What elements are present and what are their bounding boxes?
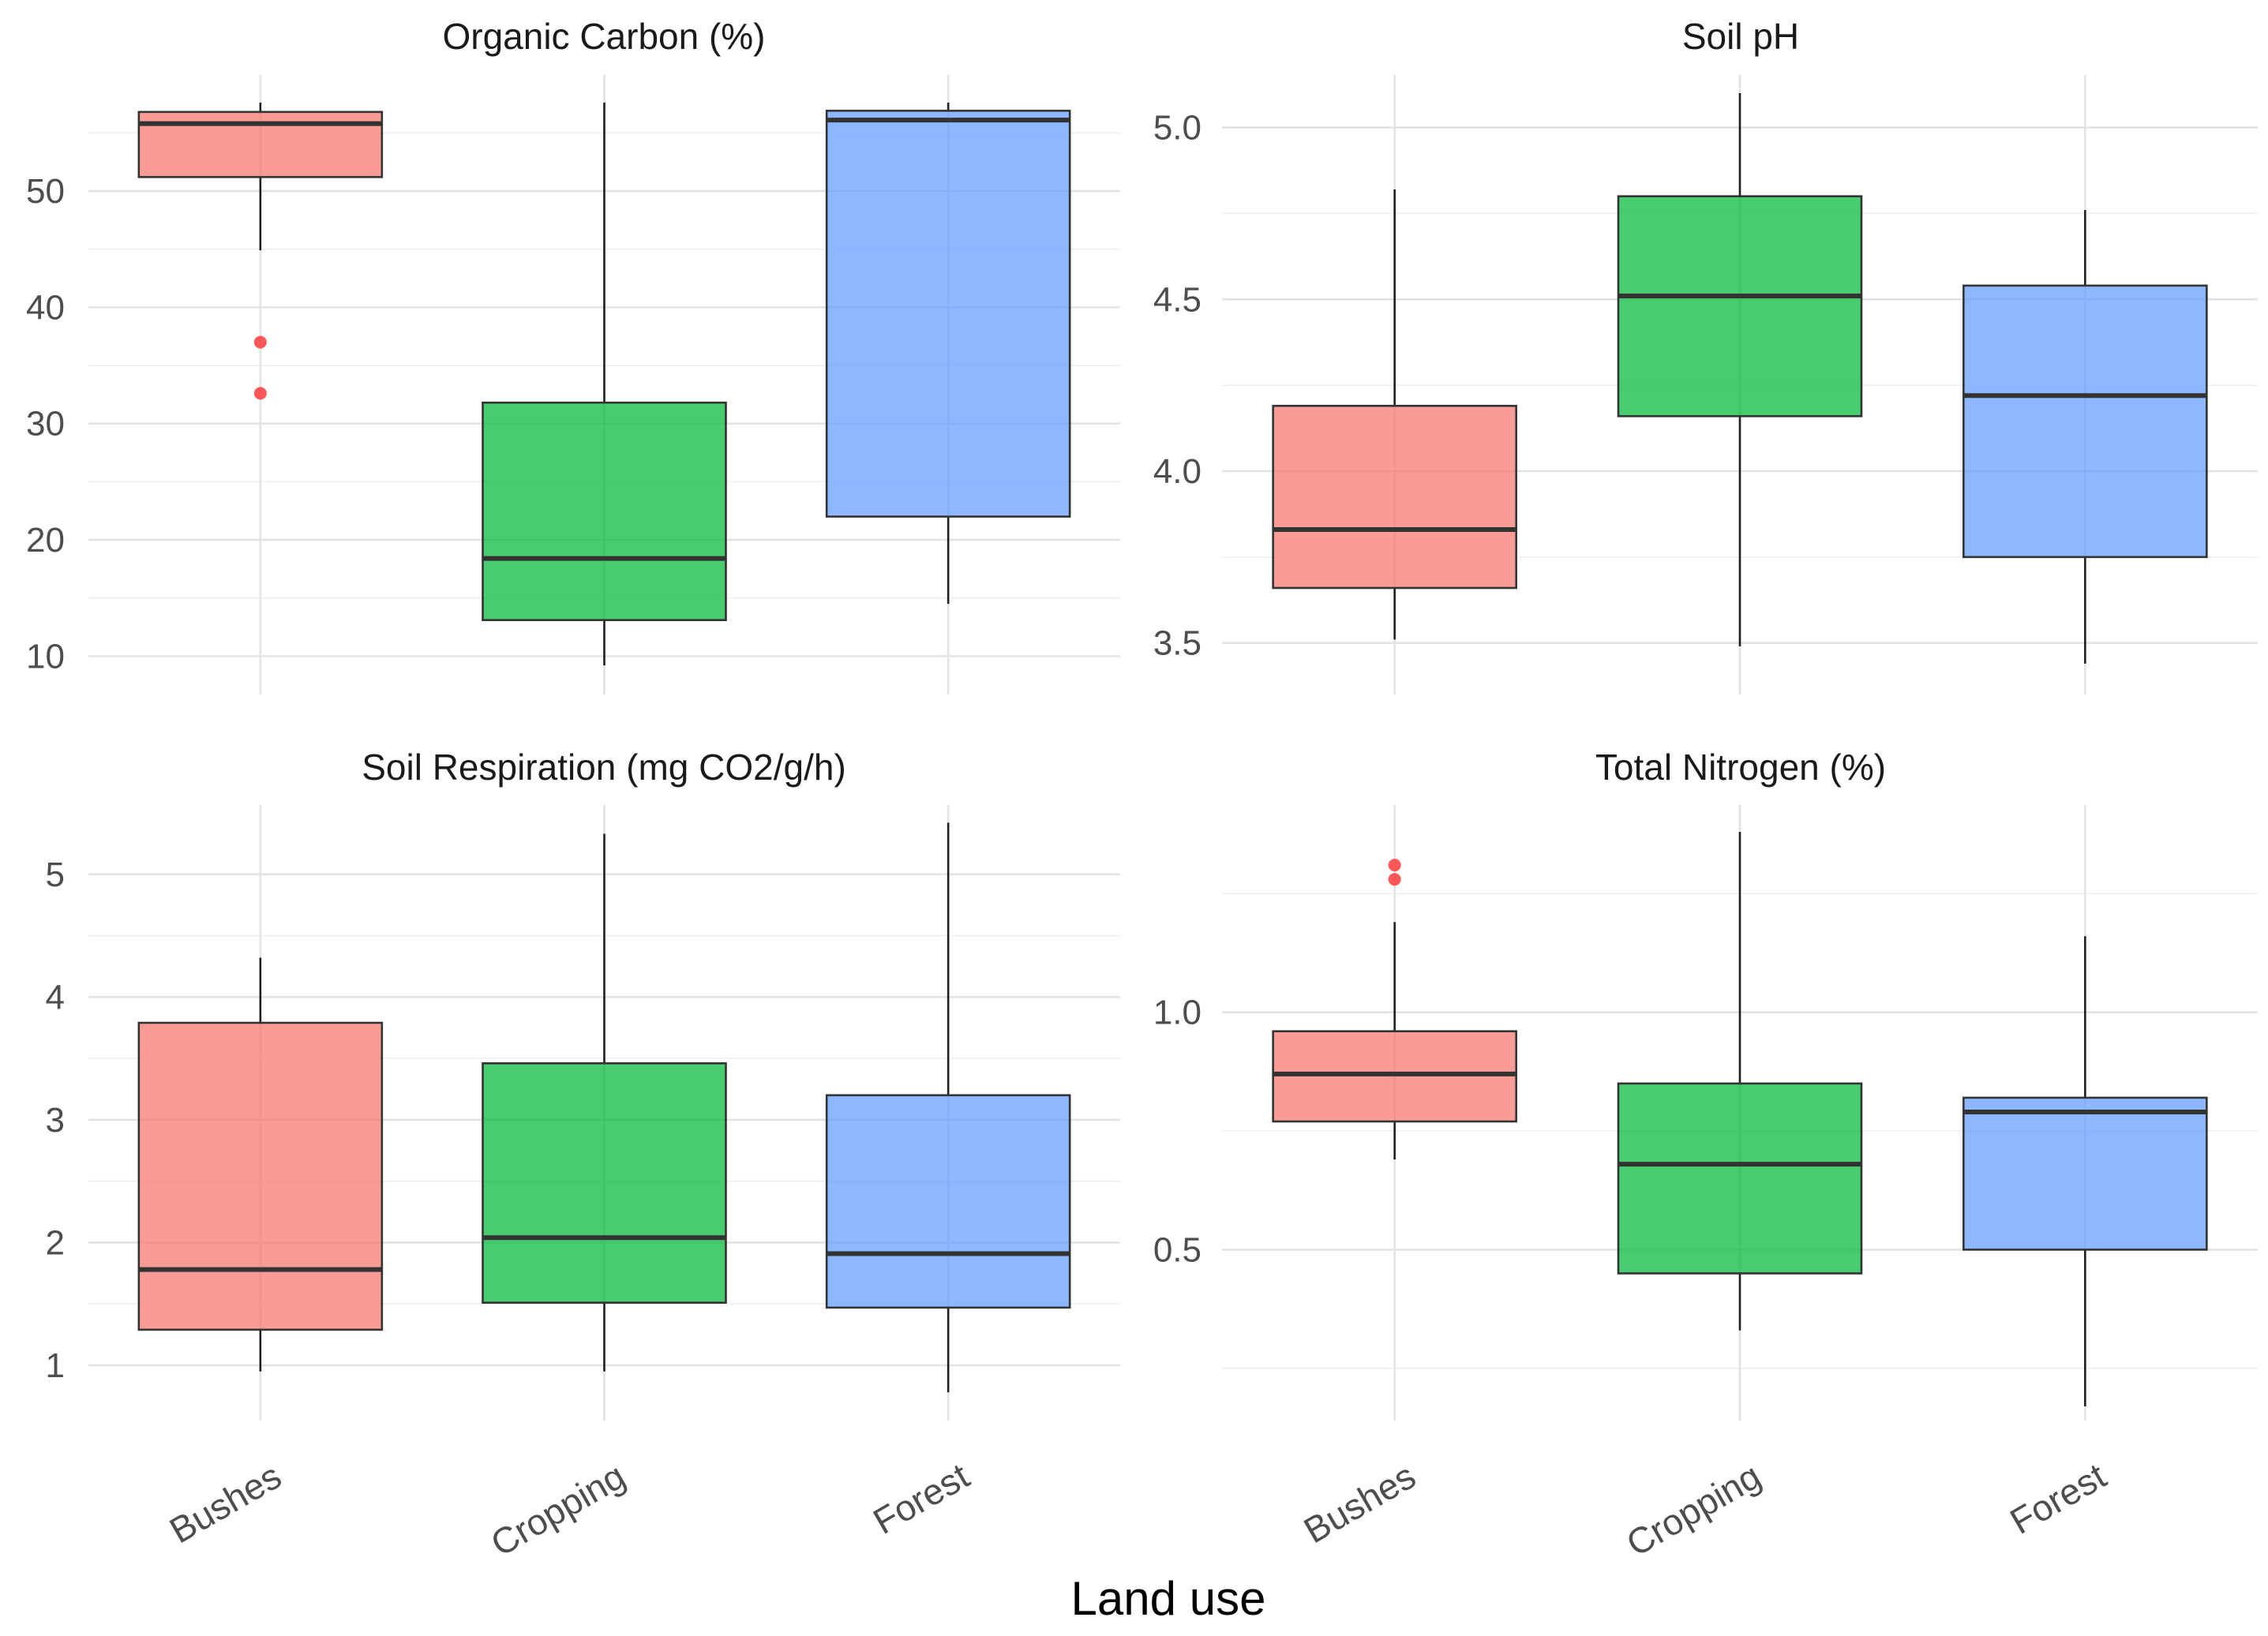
panel-soil-respiration-mg-co2-g-h: Soil Respiration (mg CO2/g/h) 1 2 3 4 5 Bushes… <box>46 747 1120 1564</box>
y-tick-label: 1.0 <box>1153 994 1201 1032</box>
y-tick-label: 4.0 <box>1153 452 1201 491</box>
x-tick-label-bushes: Bushes <box>1297 1455 1423 1552</box>
panel-title: Soil pH <box>1682 16 1799 57</box>
y-tick-label: 5.0 <box>1153 109 1201 148</box>
y-tick-label: 1 <box>46 1346 65 1385</box>
x-tick-label-forest: Forest <box>2003 1455 2112 1542</box>
panel-title: Soil Respiration (mg CO2/g/h) <box>362 747 846 788</box>
iqr-box <box>137 1021 384 1331</box>
y-tick-label: 10 <box>26 637 65 676</box>
iqr-box <box>1272 1030 1517 1123</box>
y-tick-label: 20 <box>26 521 65 560</box>
box-bushes <box>137 103 384 400</box>
box-cropping <box>1617 93 1863 647</box>
box-forest <box>1962 936 2208 1406</box>
y-tick-label: 3.5 <box>1153 624 1201 663</box>
y-tick-label: 2 <box>46 1223 65 1262</box>
iqr-box <box>825 110 1071 518</box>
y-tick-label: 4 <box>46 978 65 1016</box>
iqr-box <box>825 1094 1071 1309</box>
y-tick-label: 40 <box>26 288 65 327</box>
x-tick-label-bushes: Bushes <box>163 1455 288 1552</box>
panels: Organic Carbon (%) 10 20 30 40 50 Soil pH 3.5 4.… <box>26 16 2258 1564</box>
outlier-point <box>1388 859 1401 872</box>
y-tick-label: 4.5 <box>1153 280 1201 319</box>
y-tick-label: 0.5 <box>1153 1230 1201 1269</box>
iqr-box <box>1962 284 2208 559</box>
x-axis-title: Land use <box>1071 1572 1266 1625</box>
iqr-box <box>482 401 727 622</box>
box-bushes <box>1272 189 1517 640</box>
y-tick-label: 50 <box>26 172 65 211</box>
outlier-point <box>253 335 267 349</box>
y-tick-label: 5 <box>46 855 65 894</box>
iqr-box <box>1272 404 1517 590</box>
panel-title: Organic Carbon (%) <box>442 16 765 57</box>
x-tick-label-forest: Forest <box>866 1455 976 1542</box>
iqr-box <box>1617 1082 1863 1275</box>
box-cropping <box>482 833 727 1372</box>
panel-soil-ph: Soil pH 3.5 4.0 4.5 5.0 <box>1153 16 2258 694</box>
panel-total-nitrogen: Total Nitrogen (%) 0.5 1.0 Bushes Cropping Fo… <box>1153 747 2258 1564</box>
box-forest <box>825 103 1071 605</box>
iqr-box <box>1962 1096 2208 1251</box>
box-cropping <box>482 103 727 666</box>
y-tick-label: 30 <box>26 405 65 444</box>
panel-title: Total Nitrogen (%) <box>1595 747 1886 788</box>
iqr-box <box>482 1062 727 1304</box>
iqr-box <box>1617 195 1863 417</box>
box-forest <box>825 822 1071 1393</box>
box-forest <box>1962 210 2208 664</box>
box-cropping <box>1617 832 1863 1331</box>
box-bushes <box>1272 859 1517 1160</box>
x-tick-label-cropping: Cropping <box>484 1455 632 1564</box>
x-tick-label-cropping: Cropping <box>1619 1455 1768 1564</box>
box-bushes <box>137 957 384 1372</box>
outlier-point <box>253 387 267 400</box>
outlier-point <box>1388 873 1401 886</box>
y-tick-label: 3 <box>46 1101 65 1140</box>
panel-organic-carbon: Organic Carbon (%) 10 20 30 40 50 <box>26 16 1120 694</box>
